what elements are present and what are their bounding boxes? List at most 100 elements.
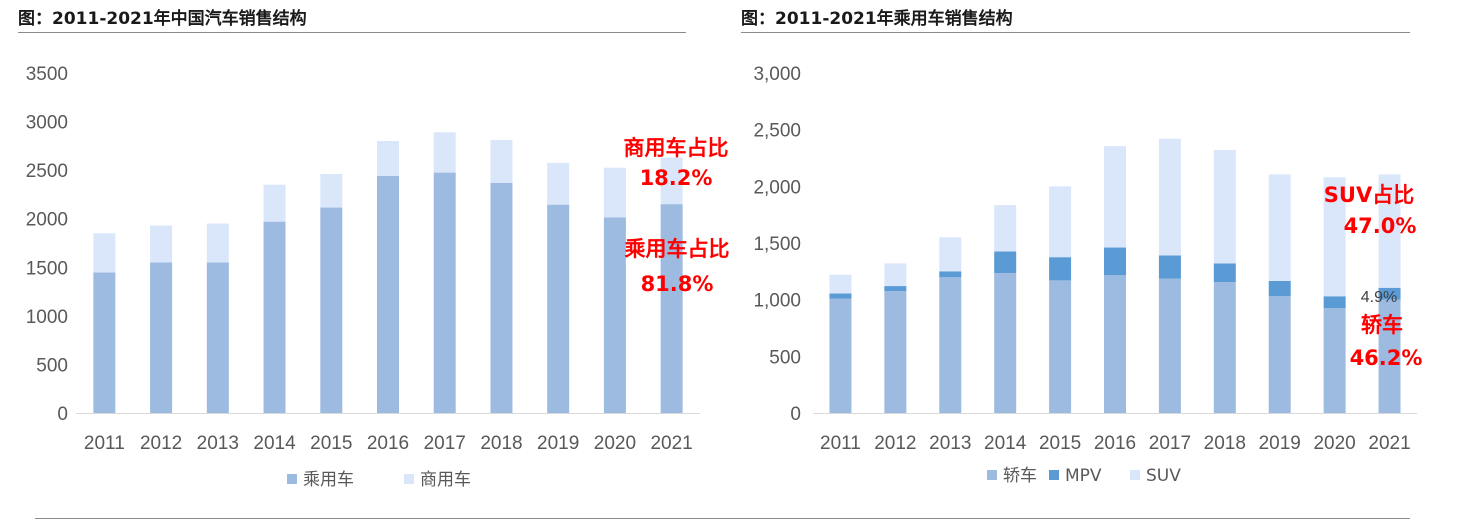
chart0-xtick-label: 2015: [310, 433, 352, 454]
sedan-share-label: 轿车: [1361, 313, 1403, 337]
chart1-bar-MPV-2018: [1213, 263, 1236, 283]
chart0-legend-label: 乘用车: [303, 470, 354, 490]
chart0-xtick-label: 2020: [594, 433, 636, 454]
chart0-xtick-label: 2021: [650, 433, 692, 454]
chart1-bar-SUV-2020: [1323, 177, 1346, 297]
chart0-legend-label: 商用车: [420, 470, 471, 490]
chart0-bar-商用车-2016: [377, 141, 399, 176]
chart0-legend-swatch: [287, 474, 297, 484]
chart1-xtick-label: 2013: [929, 433, 971, 454]
chart0-bar-商用车-2017: [433, 132, 456, 173]
chart1-xtick-label: 2011: [820, 433, 861, 454]
chart0-xtick-label: 2014: [253, 433, 296, 454]
chart1-bar-MPV-2013: [939, 271, 962, 277]
chart0-xtick-label: 2017: [424, 433, 466, 454]
chart0-bar-乘用车-2015: [320, 207, 343, 413]
chart1-ytick-label: 0: [790, 404, 801, 425]
chart1-bar-SUV-2021: [1378, 174, 1401, 288]
passenger-share-label: 乘用车占比: [624, 237, 730, 261]
chart1-bar-SUV-2017: [1158, 138, 1181, 256]
right-title-rule: [741, 32, 1410, 33]
chart1-bar-SUV-2015: [1049, 186, 1072, 258]
bottom-rule: [35, 518, 1410, 519]
chart0-ytick-label: 2500: [26, 161, 68, 182]
chart0-bar-商用车-2012: [150, 225, 173, 263]
chart1-bar-轿车-2021: [1378, 299, 1401, 413]
chart0-bar-商用车-2011: [93, 233, 116, 273]
suv-share-label: SUV占比: [1324, 183, 1414, 207]
chart1-bar-MPV-2021: [1378, 287, 1401, 300]
suv-share-value: 47.0%: [1344, 214, 1417, 238]
chart1-bar-SUV-2016: [1104, 146, 1126, 248]
chart1-bar-MPV-2011: [829, 293, 852, 299]
chart1-bar-轿车-2016: [1104, 275, 1126, 413]
chart1-bar-轿车-2015: [1049, 280, 1072, 413]
chart1-bar-MPV-2016: [1104, 247, 1126, 276]
chart1-bar-轿车-2018: [1213, 282, 1236, 413]
chart1-xtick-label: 2021: [1368, 433, 1410, 454]
chart1-xtick-label: 2019: [1259, 433, 1301, 454]
chart1-legend-label: MPV: [1065, 466, 1102, 486]
chart0-xtick-label: 2013: [197, 433, 239, 454]
chart0-xtick-label: 2012: [140, 433, 182, 454]
chart0-bar-商用车-2018: [490, 140, 513, 183]
chart0-ytick-label: 1500: [26, 258, 68, 279]
left-chart-title: 图：2011-2021年中国汽车销售结构: [18, 9, 307, 29]
chart1-bar-MPV-2017: [1158, 255, 1181, 279]
left-title-rule: [18, 32, 686, 33]
chart0-legend-swatch: [404, 474, 414, 484]
chart1-xtick-label: 2016: [1094, 433, 1136, 454]
chart1-xtick-label: 2012: [874, 433, 916, 454]
chart1-bar-SUV-2019: [1268, 174, 1291, 281]
chart1-bar-轿车-2017: [1158, 278, 1181, 413]
chart1-bar-轿车-2019: [1268, 296, 1291, 413]
chart1-xtick-label: 2018: [1204, 433, 1246, 454]
chart0-ytick-label: 500: [36, 355, 68, 376]
chart0-xtick-label: 2019: [537, 433, 579, 454]
chart1-xtick-label: 2020: [1313, 433, 1355, 454]
chart1-legend-swatch: [987, 470, 997, 480]
chart1-bar-SUV-2018: [1213, 150, 1236, 264]
chart1-xtick-label: 2017: [1149, 433, 1191, 454]
chart1-bar-轿车-2011: [829, 298, 852, 413]
chart0-bar-乘用车-2019: [547, 204, 570, 413]
chart1-bar-SUV-2012: [884, 263, 907, 287]
chart0-ytick-label: 3500: [26, 64, 68, 85]
chart1-bar-MPV-2019: [1268, 280, 1291, 297]
chart0-xtick-label: 2018: [480, 433, 522, 454]
chart1-legend-swatch: [1130, 470, 1140, 480]
chart1-bar-轿车-2013: [939, 277, 962, 413]
chart0-bar-乘用车-2017: [433, 172, 456, 413]
chart1-bar-SUV-2014: [994, 205, 1017, 252]
chart0-xtick-label: 2011: [84, 433, 125, 454]
chart1-xtick-label: 2015: [1039, 433, 1081, 454]
chart1-ytick-label: 1,500: [753, 234, 801, 255]
right-chart-title: 图：2011-2021年乘用车销售结构: [741, 9, 1013, 29]
chart0-bar-乘用车-2016: [377, 175, 399, 413]
chart0-bar-乘用车-2018: [490, 182, 513, 413]
passenger-share-value: 81.8%: [641, 272, 714, 296]
chart1-legend-swatch: [1049, 470, 1059, 480]
chart0-bar-商用车-2013: [206, 223, 229, 263]
chart1-bar-MPV-2020: [1323, 296, 1346, 309]
chart1-bar-SUV-2011: [829, 274, 852, 294]
chart1-bar-轿车-2014: [994, 273, 1017, 413]
chart1-bar-SUV-2013: [939, 237, 962, 272]
chart0-bar-商用车-2019: [547, 162, 570, 205]
chart0-bar-商用车-2015: [320, 174, 343, 208]
chart0-bar-商用车-2021: [660, 157, 683, 205]
chart1-bar-MPV-2015: [1049, 257, 1072, 281]
chart0-ytick-label: 0: [57, 404, 68, 425]
chart1-ytick-label: 1,000: [753, 291, 801, 312]
chart0-bar-乘用车-2011: [93, 272, 116, 413]
chart1-bar-MPV-2014: [994, 251, 1017, 274]
commercial-share-label: 商用车占比: [624, 136, 729, 160]
chart0-bar-乘用车-2020: [603, 217, 626, 413]
chart0-ytick-label: 2000: [26, 210, 68, 231]
chart0-ytick-label: 3000: [26, 113, 68, 134]
chart0-ytick-label: 1000: [26, 307, 68, 328]
chart1-xtick-label: 2014: [984, 433, 1027, 454]
sedan-share-value: 46.2%: [1350, 346, 1423, 370]
chart0-xtick-label: 2016: [367, 433, 409, 454]
